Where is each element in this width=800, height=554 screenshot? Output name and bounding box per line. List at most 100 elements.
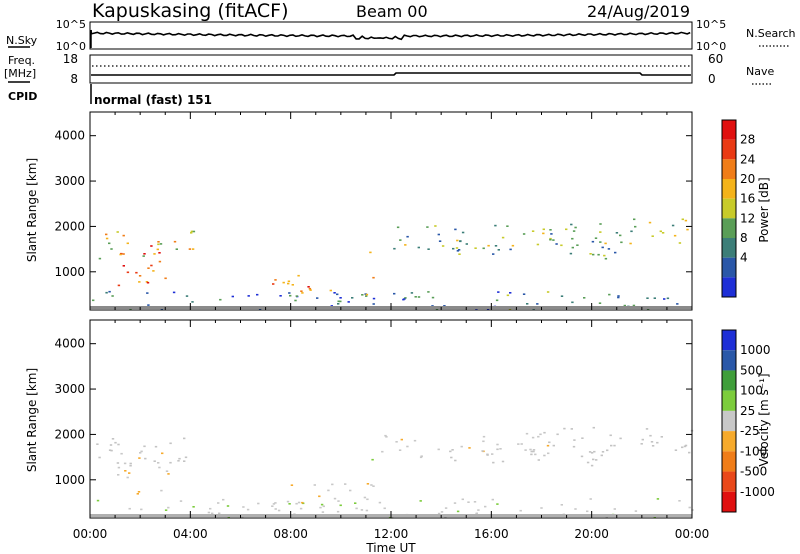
- velocity-cell: [450, 456, 453, 459]
- velocity-scatter: [90, 426, 694, 519]
- velocity-cell: [548, 441, 551, 444]
- velocity-cell: [123, 462, 127, 465]
- velocity-cell: [560, 504, 563, 506]
- power-cell: [482, 247, 485, 250]
- power-cell: [339, 300, 342, 303]
- y-tick-label: 4000: [54, 129, 85, 143]
- colorbar-swatch: [722, 198, 736, 219]
- power-cell: [651, 235, 654, 237]
- power-cell: [570, 223, 573, 226]
- colorbar-tick-label: 20: [740, 172, 755, 186]
- velocity-cell: [684, 444, 688, 447]
- velocity-cell: [313, 484, 316, 486]
- power-cell: [414, 296, 417, 298]
- power-cell: [506, 294, 510, 297]
- sky-panel-frame: [89, 21, 693, 50]
- velocity-panel: 4000 3000 2000 1000 Slant Range [km] 1000 50…: [25, 319, 775, 519]
- power-cell: [372, 303, 375, 305]
- velocity-cell: [537, 435, 540, 438]
- power-cell: [599, 231, 602, 233]
- velocity-cell: [116, 462, 120, 464]
- velocity-cell: [563, 427, 566, 430]
- power-cell: [287, 282, 290, 285]
- colorbar-tick-label: 1000: [740, 343, 771, 357]
- velocity-cell: [241, 516, 244, 518]
- power-cell: [574, 226, 577, 229]
- velocity-cell: [581, 437, 584, 439]
- power-panel-frame: [89, 111, 693, 311]
- colorbar-swatch: [722, 238, 736, 258]
- colorbar-swatch: [722, 277, 736, 297]
- velocity-cell: [634, 510, 638, 512]
- power-cell: [441, 245, 445, 247]
- power-cell: [119, 253, 122, 256]
- power-panel: 4000 3000 2000 1000 Slant Range [km] 28 24 20…: [25, 111, 771, 311]
- power-cell: [256, 293, 259, 296]
- velocity-cell: [336, 510, 340, 513]
- power-cell: [526, 303, 529, 305]
- velocity-cell: [183, 460, 186, 462]
- power-cell: [431, 296, 435, 299]
- sky-right-label: N.Search: [746, 27, 796, 40]
- velocity-cell: [395, 441, 398, 443]
- velocity-cell: [537, 459, 540, 461]
- velocity-cell: [606, 449, 609, 452]
- power-cell: [583, 297, 586, 299]
- velocity-cell: [384, 434, 387, 437]
- velocity-cell: [140, 508, 143, 511]
- velocity-cell: [468, 447, 471, 449]
- velocity-cell: [650, 441, 654, 443]
- velocity-cell: [246, 508, 250, 511]
- velocity-cell: [613, 508, 616, 510]
- power-cell: [601, 246, 604, 249]
- power-cell: [560, 295, 564, 297]
- colorbar-tick-label: 500: [740, 363, 763, 377]
- power-cell: [549, 237, 552, 240]
- power-cell: [333, 292, 336, 294]
- velocity-cell: [337, 500, 340, 502]
- velocity-cell: [546, 444, 550, 447]
- power-cell: [190, 230, 194, 233]
- power-cell: [569, 252, 573, 255]
- colorbar-tick-label: 4: [740, 251, 748, 265]
- velocity-cell: [327, 489, 330, 492]
- velocity-cell: [355, 507, 358, 510]
- velocity-cell: [532, 450, 535, 453]
- velocity-cell: [124, 470, 127, 472]
- velocity-cell: [370, 484, 373, 486]
- y-tick-label: 4000: [54, 337, 85, 351]
- power-cell: [147, 267, 150, 269]
- power-cell: [274, 279, 277, 281]
- power-cell: [681, 218, 684, 221]
- velocity-cell: [222, 498, 225, 501]
- velocity-cell: [484, 505, 487, 508]
- velocity-cell: [580, 455, 584, 458]
- x-axis-label: Time UT: [365, 541, 416, 554]
- power-cell: [630, 230, 633, 233]
- velocity-cell: [378, 501, 382, 504]
- velocity-cell: [437, 448, 440, 451]
- colorbar-swatch: [722, 179, 736, 199]
- velocity-cell: [108, 449, 112, 451]
- power-cell: [309, 289, 312, 291]
- velocity-cell: [440, 511, 444, 513]
- velocity-cell: [570, 428, 573, 430]
- colorbar-tick-label: -1000: [740, 485, 775, 499]
- power-cell: [402, 298, 405, 301]
- velocity-cell: [492, 461, 495, 464]
- x-tick-label: 00:00: [73, 527, 108, 541]
- power-cell: [604, 257, 608, 260]
- velocity-cell: [183, 437, 186, 440]
- power-cell: [105, 233, 108, 236]
- power-cell: [153, 253, 156, 255]
- power-cell: [301, 292, 304, 294]
- velocity-cell: [158, 466, 161, 469]
- power-cell: [297, 274, 300, 277]
- velocity-cell: [400, 438, 403, 441]
- colorbar-swatch: [722, 370, 736, 391]
- station-title: Kapuskasing (fitACF): [92, 0, 289, 22]
- power-cell: [661, 232, 665, 234]
- beam-title: Beam 00: [356, 2, 428, 21]
- velocity-cell: [649, 434, 652, 437]
- power-cell: [126, 242, 129, 245]
